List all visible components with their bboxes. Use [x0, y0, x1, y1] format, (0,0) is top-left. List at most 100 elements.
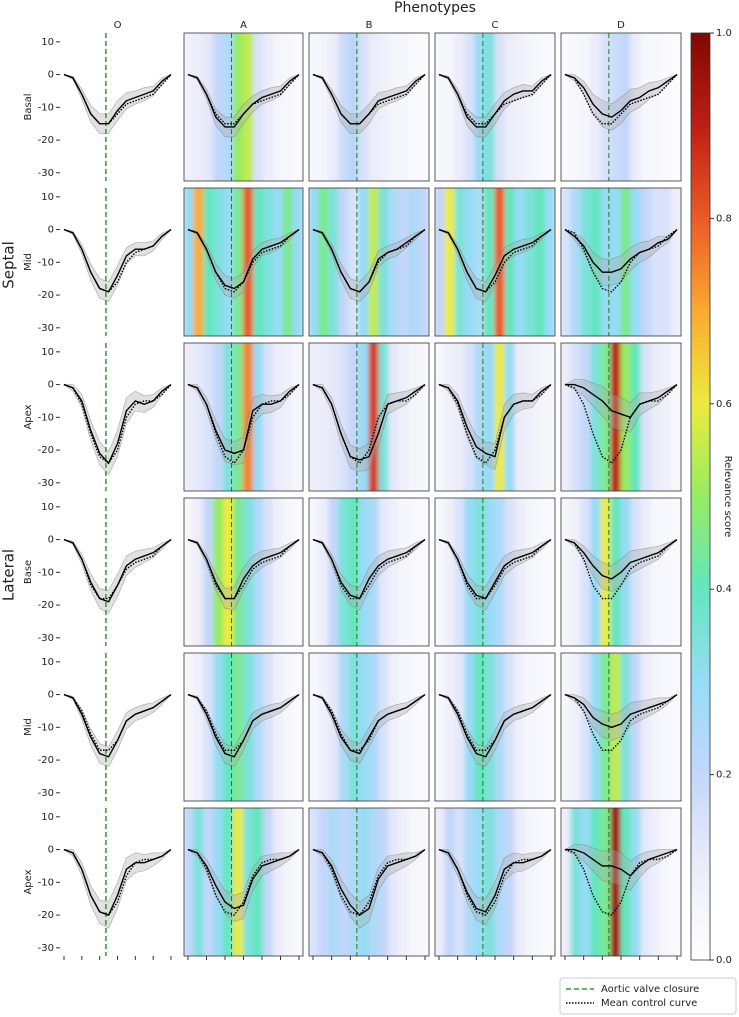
panel-frame: [183, 497, 304, 647]
relevance-cell: [561, 653, 572, 801]
y-tick-label: 0: [48, 535, 54, 546]
relevance-cell: [223, 808, 235, 956]
relevance-cell: [272, 653, 284, 801]
relevance-cell: [561, 343, 572, 491]
relevance-cell: [670, 653, 681, 801]
relevance-cell: [193, 498, 205, 646]
relevance-cell: [378, 33, 390, 181]
relevance-cell: [650, 808, 662, 956]
relevance-map: [435, 653, 555, 801]
std-band: [312, 384, 426, 472]
panel: [183, 32, 304, 182]
relevance-cell: [484, 343, 496, 491]
relevance-cell: [408, 188, 420, 336]
std-band: [187, 849, 300, 922]
panel: [560, 807, 682, 960]
relevance-cell: [223, 343, 235, 491]
relevance-cell: [262, 343, 274, 491]
relevance-cell: [561, 808, 572, 956]
relevance-cell: [203, 808, 215, 956]
relevance-cell: [435, 343, 446, 491]
relevance-cell: [408, 498, 420, 646]
relevance-map: [435, 188, 555, 336]
std-band: [63, 229, 172, 302]
relevance-cell: [309, 343, 320, 491]
relevance-cell: [650, 653, 662, 801]
relevance-map: [561, 498, 681, 646]
relevance-cell: [418, 188, 429, 336]
relevance-cell: [184, 808, 195, 956]
relevance-map: [184, 808, 303, 956]
mean-curve: [438, 73, 552, 128]
panel-frame: [308, 187, 430, 337]
control-curve: [564, 383, 678, 465]
relevance-cell: [408, 808, 420, 956]
relevance-cell: [534, 343, 546, 491]
colorbar-tick-label: 0.2: [716, 770, 732, 781]
row-label: Mid: [23, 718, 34, 736]
relevance-cell: [262, 498, 274, 646]
panel-frame: [183, 187, 304, 337]
relevance-cell: [660, 808, 672, 956]
relevance-cell: [534, 33, 546, 181]
relevance-cell: [454, 188, 466, 336]
relevance-cell: [670, 808, 681, 956]
relevance-cell: [620, 808, 632, 956]
relevance-cell: [590, 653, 602, 801]
relevance-cell: [514, 808, 526, 956]
relevance-cell: [670, 343, 681, 491]
relevance-cell: [368, 188, 380, 336]
y-tick-label: -30: [38, 478, 54, 489]
relevance-cell: [484, 498, 496, 646]
y-tick-label: -10: [38, 722, 54, 733]
relevance-cell: [272, 498, 284, 646]
relevance-cell: [570, 188, 582, 336]
relevance-cell: [418, 498, 429, 646]
relevance-cell: [203, 653, 215, 801]
relevance-cell: [213, 343, 225, 491]
relevance-cell: [610, 33, 622, 181]
relevance-cell: [660, 33, 672, 181]
mean-curve: [564, 693, 678, 729]
relevance-cell: [570, 498, 582, 646]
relevance-cell: [398, 188, 410, 336]
relevance-cell: [292, 343, 303, 491]
relevance-cell: [544, 653, 555, 801]
relevance-cell: [444, 343, 456, 491]
relevance-cell: [309, 33, 320, 181]
relevance-cell: [378, 653, 390, 801]
row-label: Base: [23, 560, 34, 584]
std-band: [438, 694, 552, 767]
row-label: Apex: [23, 869, 34, 894]
mean-curve: [63, 73, 172, 125]
relevance-cell: [292, 188, 303, 336]
colorbar-tick-label: 0.4: [716, 584, 732, 595]
relevance-cell: [318, 808, 330, 956]
relevance-map: [309, 188, 429, 336]
relevance-cell: [213, 808, 225, 956]
relevance-cell: [640, 653, 652, 801]
y-tick-label: -20: [38, 290, 54, 301]
y-tick-label: -30: [38, 943, 54, 954]
relevance-cell: [338, 343, 350, 491]
panel-frame: [183, 342, 304, 492]
colorbar: [690, 32, 711, 961]
colorbar-tick-label: 0.0: [716, 955, 732, 966]
panel-frame: [560, 32, 682, 182]
relevance-cell: [368, 808, 380, 956]
std-band: [564, 694, 678, 741]
y-tick-label: 10: [41, 37, 54, 48]
relevance-cell: [243, 808, 254, 956]
std-band: [63, 849, 172, 929]
mean-curve: [564, 229, 678, 273]
relevance-cell: [514, 653, 526, 801]
relevance-cell: [388, 653, 400, 801]
relevance-map: [561, 343, 681, 491]
legend-label: Aortic valve closure: [601, 984, 699, 995]
relevance-cell: [309, 188, 320, 336]
relevance-cell: [630, 808, 642, 956]
mean-curve: [63, 693, 172, 758]
relevance-cell: [338, 33, 350, 181]
relevance-cell: [544, 498, 555, 646]
relevance-cell: [544, 33, 555, 181]
